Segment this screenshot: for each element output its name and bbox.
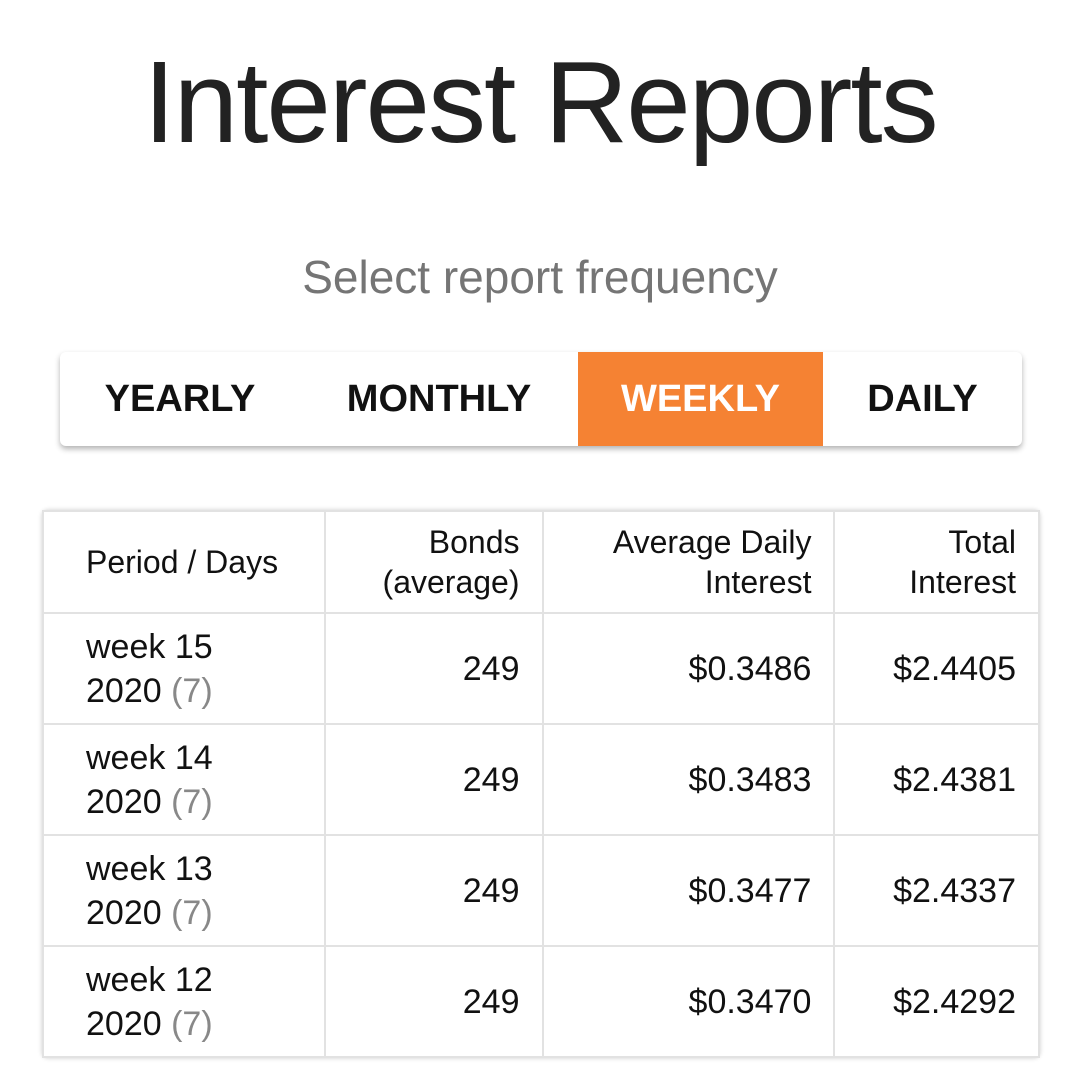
page-title: Interest Reports	[143, 37, 938, 167]
total-cell: $2.4337	[833, 834, 1040, 947]
report-table: Period / Days Bonds (average) Average Dail…	[42, 510, 1040, 1058]
period-cell: week 15 2020 (7)	[42, 612, 326, 725]
column-header-text: Average Daily Interest	[612, 524, 812, 600]
subtitle: Select report frequency	[302, 251, 778, 303]
header-row: Period / Days Bonds (average) Average Dail…	[42, 510, 1040, 614]
bonds-cell: 249	[323, 834, 544, 947]
column-header-text: Period / Days	[86, 544, 279, 580]
column-header-text: Bonds (average)	[382, 524, 520, 600]
days-text: (7)	[171, 1004, 213, 1043]
days-text: (7)	[171, 782, 213, 821]
table-row: week 14 2020 (7) 249 $0.3483 $2.4381	[42, 723, 1040, 836]
period-wrap: week 12 2020 (7)	[86, 958, 256, 1046]
avg-daily-cell: $0.3486	[541, 612, 836, 725]
period-text: week 15 2020	[86, 627, 213, 710]
total-cell: $2.4405	[833, 612, 1040, 725]
frequency-tab[interactable]: DAILY	[867, 377, 978, 420]
bonds-cell: 249	[323, 723, 544, 836]
avg-daily-cell: $0.3470	[541, 945, 836, 1058]
column-header: Period / Days	[42, 510, 326, 614]
column-header: Bonds (average)	[323, 510, 544, 614]
column-header-text: Total Interest	[909, 524, 1016, 600]
frequency-tabs: YEARLY MONTHLY WEEKLY DAILY	[60, 352, 1022, 446]
total-cell: $2.4381	[833, 723, 1040, 836]
avg-daily-cell: $0.3483	[541, 723, 836, 836]
period-wrap: week 14 2020 (7)	[86, 736, 256, 824]
frequency-tab[interactable]: WEEKLY	[578, 352, 823, 446]
period-cell: week 14 2020 (7)	[42, 723, 326, 836]
days-text: (7)	[171, 893, 213, 932]
period-wrap: week 13 2020 (7)	[86, 847, 256, 935]
table-row: week 15 2020 (7) 249 $0.3486 $2.4405	[42, 612, 1040, 725]
table-body: week 15 2020 (7) 249 $0.3486 $2.4405 week 14…	[42, 612, 1040, 1058]
bonds-cell: 249	[323, 945, 544, 1058]
period-text: week 13 2020	[86, 849, 213, 932]
period-cell: week 12 2020 (7)	[42, 945, 326, 1058]
table-row: week 12 2020 (7) 249 $0.3470 $2.4292	[42, 945, 1040, 1058]
period-wrap: week 15 2020 (7)	[86, 625, 256, 713]
table-row: week 13 2020 (7) 249 $0.3477 $2.4337	[42, 834, 1040, 947]
column-header: Average Daily Interest	[541, 510, 836, 614]
period-text: week 14 2020	[86, 738, 213, 821]
frequency-tab[interactable]: MONTHLY	[346, 377, 532, 420]
days-text: (7)	[171, 671, 213, 710]
bonds-cell: 249	[323, 612, 544, 725]
total-cell: $2.4292	[833, 945, 1040, 1058]
frequency-tab[interactable]: YEARLY	[104, 377, 256, 420]
period-cell: week 13 2020 (7)	[42, 834, 326, 947]
avg-daily-cell: $0.3477	[541, 834, 836, 947]
period-text: week 12 2020	[86, 960, 213, 1043]
column-header: Total Interest	[833, 510, 1040, 614]
